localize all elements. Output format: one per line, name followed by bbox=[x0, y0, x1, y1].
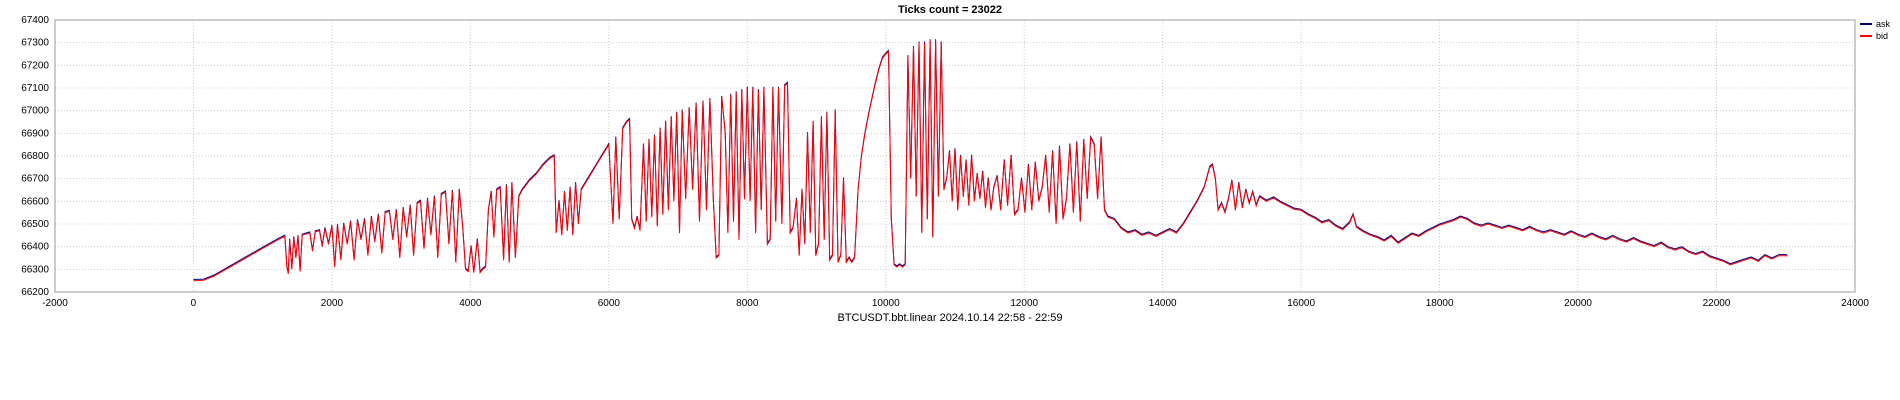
svg-text:12000: 12000 bbox=[1010, 298, 1038, 309]
svg-text:66600: 66600 bbox=[21, 196, 49, 207]
svg-text:66400: 66400 bbox=[21, 242, 49, 253]
legend-label-ask: ask bbox=[1875, 19, 1890, 29]
svg-text:66700: 66700 bbox=[21, 174, 49, 185]
svg-text:66500: 66500 bbox=[21, 219, 49, 230]
svg-text:-2000: -2000 bbox=[42, 298, 68, 309]
legend-item-ask: ask bbox=[1859, 18, 1890, 30]
svg-text:67400: 67400 bbox=[21, 15, 49, 26]
svg-text:18000: 18000 bbox=[1426, 298, 1454, 309]
svg-text:20000: 20000 bbox=[1564, 298, 1592, 309]
svg-text:8000: 8000 bbox=[736, 298, 759, 309]
svg-text:24000: 24000 bbox=[1841, 298, 1869, 309]
chart-footer: BTCUSDT.bbt.linear 2024.10.14 22:58 - 22… bbox=[837, 312, 1063, 324]
svg-text:67100: 67100 bbox=[21, 83, 49, 94]
svg-text:66800: 66800 bbox=[21, 151, 49, 162]
svg-text:67300: 67300 bbox=[21, 38, 49, 49]
svg-text:22000: 22000 bbox=[1703, 298, 1731, 309]
svg-text:67000: 67000 bbox=[21, 106, 49, 117]
ask-line-swatch bbox=[1859, 23, 1872, 25]
svg-text:6000: 6000 bbox=[598, 298, 621, 309]
legend-item-bid: bid bbox=[1859, 30, 1890, 42]
svg-text:66900: 66900 bbox=[21, 128, 49, 139]
svg-text:14000: 14000 bbox=[1149, 298, 1177, 309]
svg-text:10000: 10000 bbox=[872, 298, 900, 309]
legend-label-bid: bid bbox=[1875, 31, 1888, 41]
svg-text:66200: 66200 bbox=[21, 287, 49, 298]
bid-line-swatch bbox=[1859, 35, 1872, 37]
legend: ask bid bbox=[1859, 18, 1890, 42]
svg-text:16000: 16000 bbox=[1287, 298, 1315, 309]
svg-text:67200: 67200 bbox=[21, 60, 49, 71]
svg-text:4000: 4000 bbox=[459, 298, 482, 309]
chart-title: Ticks count = 23022 bbox=[897, 4, 1003, 16]
svg-text:66300: 66300 bbox=[21, 264, 49, 275]
svg-text:2000: 2000 bbox=[321, 298, 344, 309]
svg-text:0: 0 bbox=[191, 298, 197, 309]
